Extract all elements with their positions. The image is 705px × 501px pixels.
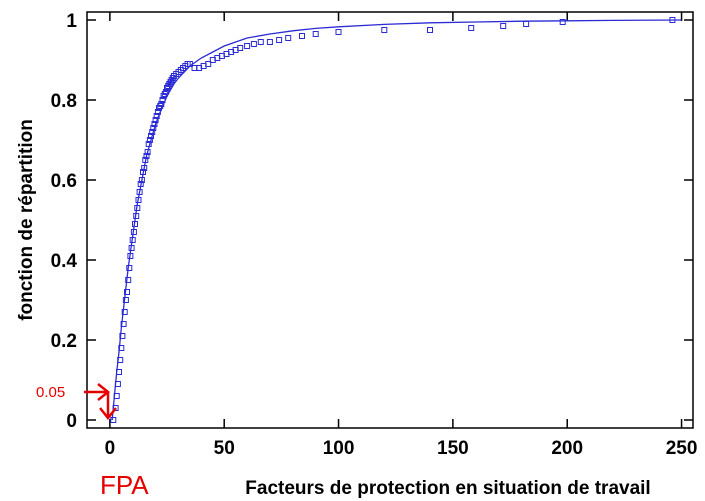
fitted-curve — [111, 19, 682, 421]
data-point — [110, 417, 117, 423]
data-point — [148, 133, 154, 139]
data-point — [138, 177, 145, 183]
y-tick-label: 0 — [66, 411, 77, 432]
data-point — [159, 97, 166, 103]
y-axis-title: fonction de répartition — [16, 119, 37, 321]
data-point — [117, 357, 124, 363]
fpa-annotation: 0.05 FPA — [36, 383, 149, 500]
data-point — [136, 189, 143, 195]
data-point — [125, 277, 132, 283]
data-point — [500, 23, 507, 29]
x-axis-title: Facteurs de protection en situation de t… — [245, 478, 650, 499]
y-tick-label: 0.8 — [51, 91, 77, 112]
x-tick-label: 200 — [551, 438, 583, 459]
y-tick-label: 0.2 — [51, 331, 77, 352]
data-point — [285, 35, 292, 41]
data-point — [335, 29, 342, 35]
x-tick-label: 100 — [323, 438, 355, 459]
fit-line — [111, 19, 682, 421]
data-point — [134, 205, 141, 211]
data-point — [559, 19, 566, 25]
data-point — [427, 27, 433, 33]
data-point — [113, 393, 120, 399]
y-tick-label: 0.6 — [51, 171, 77, 192]
annotation-arrowhead-down — [99, 407, 117, 421]
data-point — [150, 125, 157, 131]
data-point — [468, 25, 475, 31]
data-point — [130, 229, 137, 235]
data-point — [158, 101, 165, 107]
data-points — [110, 17, 676, 423]
axis-ticks — [87, 12, 693, 428]
data-point — [205, 61, 212, 67]
x-tick-labels: 0 50 100 150 200 250 — [105, 438, 698, 459]
data-point — [124, 289, 130, 295]
data-point — [114, 381, 121, 387]
value-annotation-label: 0.05 — [36, 384, 65, 401]
y-tick-label: 1 — [66, 11, 77, 32]
data-point — [312, 31, 319, 37]
data-point — [121, 309, 128, 315]
data-point — [132, 221, 138, 227]
fpa-label: FPA — [100, 470, 149, 500]
data-point — [137, 181, 144, 187]
data-point — [127, 253, 134, 259]
data-point — [244, 43, 251, 49]
data-point — [276, 37, 283, 43]
data-point — [141, 165, 148, 171]
data-point — [118, 345, 125, 351]
data-point — [144, 149, 151, 155]
x-tick-label: 50 — [214, 438, 235, 459]
y-tick-label: 0.4 — [51, 251, 78, 272]
data-point — [120, 321, 127, 327]
data-point — [145, 141, 152, 147]
data-point — [266, 39, 273, 45]
data-point — [143, 153, 150, 159]
data-point — [523, 21, 530, 27]
data-point — [154, 109, 161, 115]
data-point — [129, 237, 136, 243]
x-tick-label: 150 — [437, 438, 469, 459]
data-point — [122, 297, 129, 303]
data-point — [186, 61, 193, 67]
data-point — [669, 17, 676, 23]
x-tick-label: 0 — [105, 438, 116, 459]
data-point — [140, 169, 146, 175]
data-point — [116, 369, 122, 375]
data-point — [381, 27, 388, 33]
data-point — [146, 137, 153, 143]
data-point — [153, 113, 160, 119]
data-point — [237, 45, 244, 51]
data-point — [128, 245, 135, 251]
plot-frame — [86, 11, 694, 429]
data-point — [119, 333, 126, 339]
data-point — [151, 121, 158, 127]
data-point — [257, 39, 264, 45]
x-tick-label: 250 — [666, 438, 698, 459]
data-point — [152, 117, 159, 123]
data-point — [299, 33, 305, 39]
data-point — [133, 213, 140, 219]
data-point — [135, 197, 142, 203]
data-point — [142, 157, 149, 163]
data-point — [149, 129, 156, 135]
data-point — [126, 265, 133, 271]
data-point — [250, 41, 257, 47]
y-tick-labels: 0 0.2 0.4 0.6 0.8 1 — [51, 11, 78, 432]
data-point — [162, 89, 169, 95]
